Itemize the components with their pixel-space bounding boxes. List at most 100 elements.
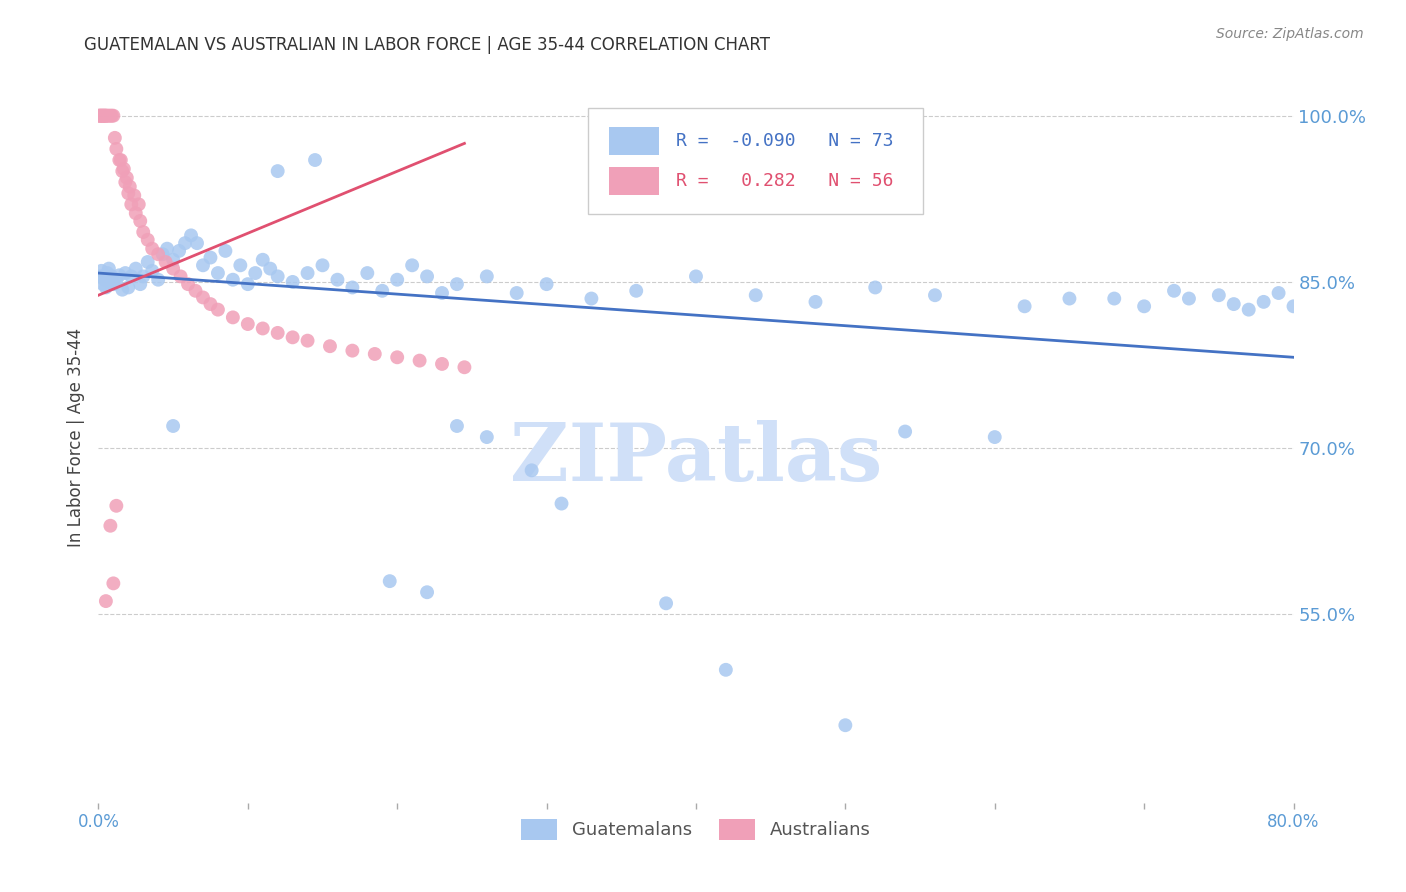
Point xyxy=(297,266,319,280)
Point xyxy=(91,109,114,123)
Bar xyxy=(609,167,659,195)
Point xyxy=(104,131,127,145)
Point xyxy=(156,242,179,256)
Point xyxy=(98,518,122,533)
Point xyxy=(108,268,131,283)
Point xyxy=(186,236,208,251)
Point xyxy=(1178,292,1201,306)
Point xyxy=(281,330,304,344)
Point xyxy=(96,109,118,123)
Point xyxy=(430,357,453,371)
Point xyxy=(200,251,222,265)
Point xyxy=(108,153,131,167)
Point xyxy=(94,109,117,123)
Point xyxy=(229,258,252,272)
Point xyxy=(342,343,364,358)
Point xyxy=(129,277,152,292)
Point xyxy=(281,275,304,289)
Text: ZIPatlas: ZIPatlas xyxy=(510,420,882,498)
Point xyxy=(581,292,603,306)
Text: GUATEMALAN VS AUSTRALIAN IN LABOR FORCE | AGE 35-44 CORRELATION CHART: GUATEMALAN VS AUSTRALIAN IN LABOR FORCE … xyxy=(84,36,770,54)
Point xyxy=(252,321,274,335)
Point xyxy=(136,255,159,269)
Point xyxy=(148,247,170,261)
Point xyxy=(685,269,707,284)
Point xyxy=(103,277,125,292)
Point xyxy=(364,347,387,361)
Bar xyxy=(609,127,659,154)
Point xyxy=(115,170,138,185)
Text: R =   0.282   N = 56: R = 0.282 N = 56 xyxy=(676,172,893,190)
Point xyxy=(89,269,111,284)
Point xyxy=(120,269,142,284)
Point xyxy=(342,280,364,294)
Point xyxy=(90,109,112,123)
Point xyxy=(128,197,150,211)
Y-axis label: In Labor Force | Age 35-44: In Labor Force | Age 35-44 xyxy=(66,327,84,547)
Point xyxy=(200,297,222,311)
Point xyxy=(408,353,430,368)
Point xyxy=(105,142,128,156)
Point xyxy=(90,264,112,278)
Point xyxy=(91,277,114,292)
Point xyxy=(125,261,148,276)
Point xyxy=(96,266,118,280)
Point xyxy=(259,261,281,276)
Point xyxy=(93,273,115,287)
Point xyxy=(91,109,114,123)
Point xyxy=(136,233,159,247)
Point xyxy=(111,164,134,178)
Point xyxy=(1223,297,1246,311)
Point xyxy=(252,252,274,267)
Point xyxy=(385,351,409,365)
Point xyxy=(297,334,319,348)
Point xyxy=(550,497,572,511)
Point xyxy=(475,269,498,284)
Point xyxy=(1253,294,1275,309)
Point xyxy=(378,574,401,589)
Point xyxy=(714,663,737,677)
Point xyxy=(371,284,394,298)
Point xyxy=(93,109,115,123)
Point xyxy=(222,310,245,325)
Point xyxy=(865,280,887,294)
Point xyxy=(207,302,229,317)
Point xyxy=(184,284,207,298)
Point xyxy=(97,109,120,123)
Point xyxy=(401,258,423,272)
Point xyxy=(1208,288,1230,302)
Point xyxy=(132,225,155,239)
Point xyxy=(94,109,117,123)
Point xyxy=(98,275,122,289)
Point xyxy=(536,277,558,292)
Point xyxy=(1059,292,1081,306)
Point xyxy=(385,273,409,287)
Point xyxy=(90,109,112,123)
Point xyxy=(1133,299,1156,313)
Legend: Guatemalans, Australians: Guatemalans, Australians xyxy=(512,810,880,848)
Point xyxy=(207,266,229,280)
Point xyxy=(89,109,111,123)
Point xyxy=(520,463,543,477)
Point xyxy=(180,228,202,243)
Point xyxy=(1282,299,1305,313)
Point xyxy=(112,161,135,176)
Point xyxy=(416,269,439,284)
Point xyxy=(191,258,214,272)
Point xyxy=(475,430,498,444)
Point xyxy=(162,419,184,434)
Point xyxy=(152,247,174,261)
Point xyxy=(169,269,191,284)
Point xyxy=(101,269,124,284)
Point xyxy=(114,266,136,280)
Point xyxy=(120,197,142,211)
Point xyxy=(304,153,326,167)
Point xyxy=(162,261,184,276)
Point xyxy=(669,186,692,201)
Point xyxy=(98,109,122,123)
Point xyxy=(626,284,648,298)
FancyBboxPatch shape xyxy=(589,108,922,214)
Point xyxy=(114,175,136,189)
Point xyxy=(162,252,184,267)
Point xyxy=(655,596,678,610)
